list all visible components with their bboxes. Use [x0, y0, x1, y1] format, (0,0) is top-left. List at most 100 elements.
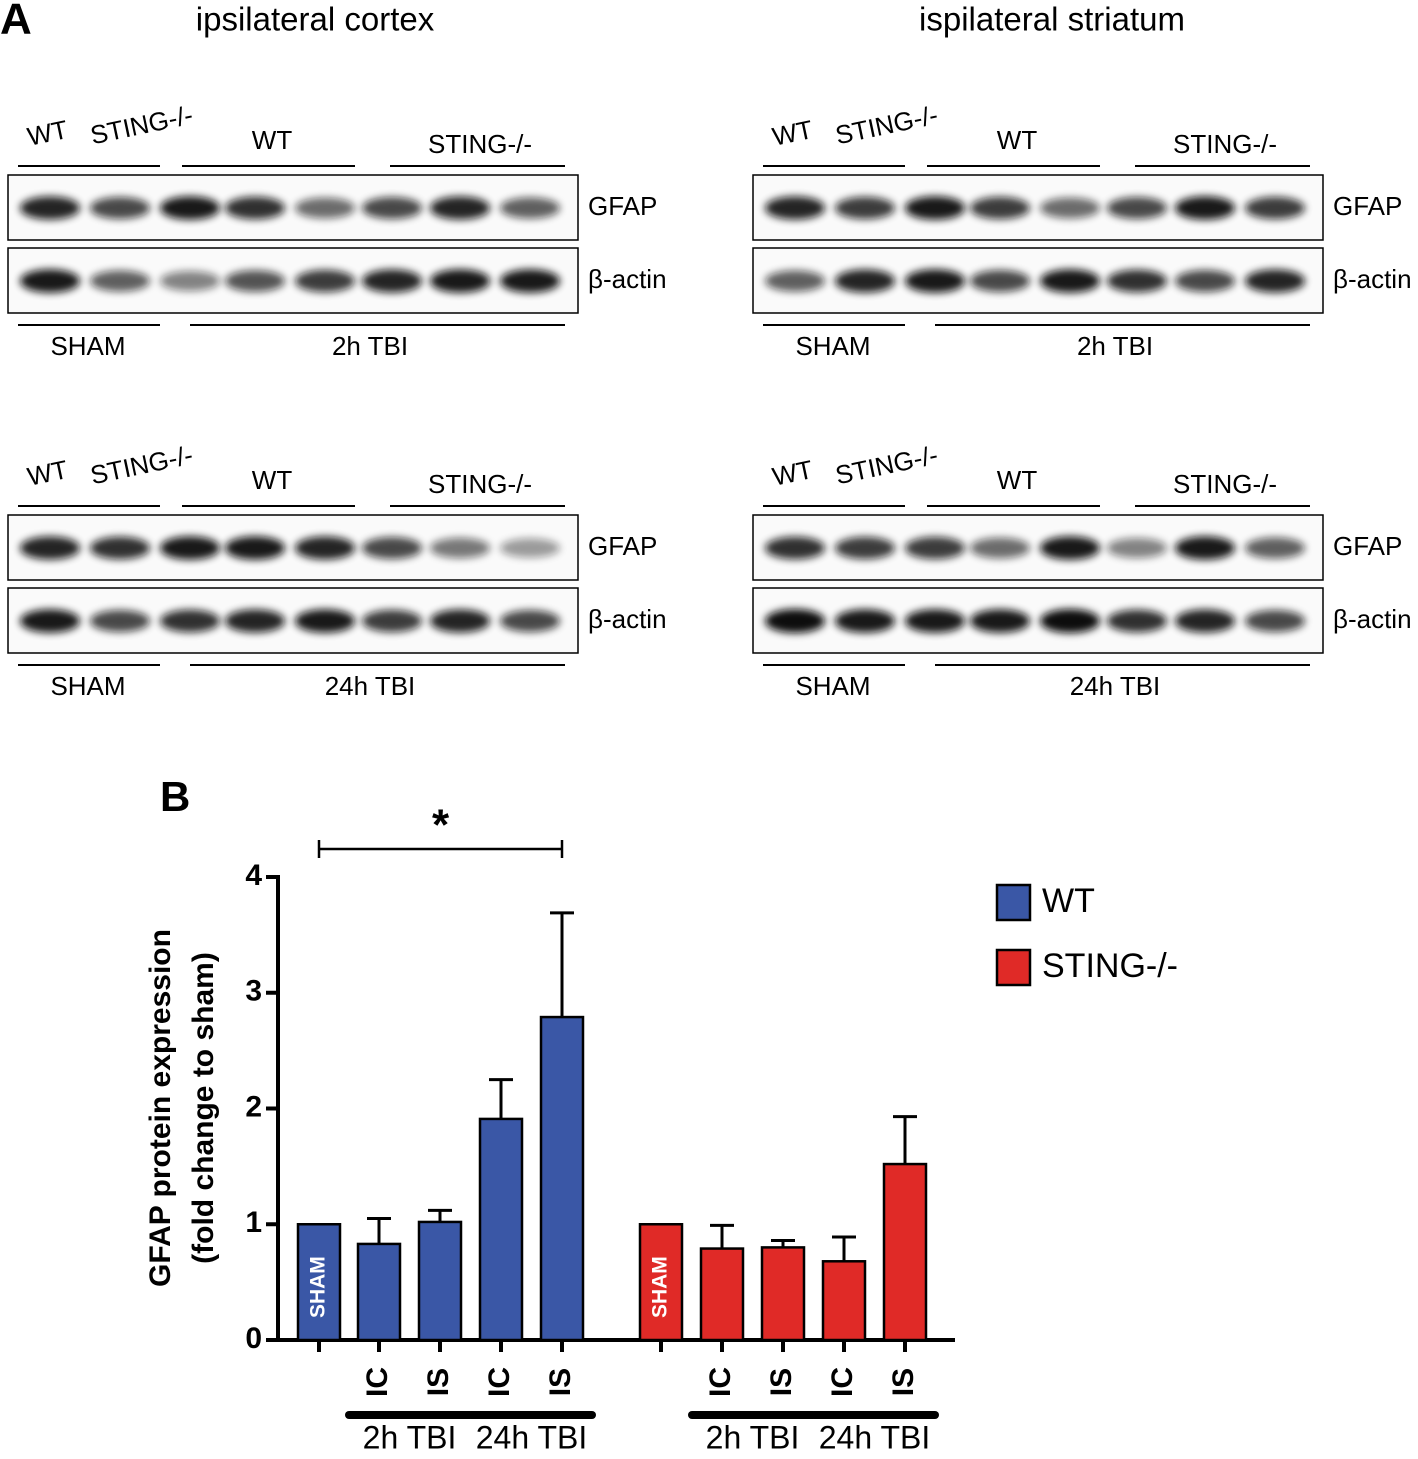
band: [1245, 196, 1305, 220]
bar: [760, 1246, 806, 1342]
band: [1040, 269, 1100, 293]
category-label: IS: [887, 1368, 920, 1396]
bar: [699, 1247, 745, 1342]
band: [835, 269, 895, 293]
genotype-label: WT: [997, 125, 1038, 155]
band: [20, 536, 80, 560]
band: [20, 196, 80, 220]
band: [905, 196, 965, 220]
band: [970, 196, 1030, 220]
genotype-label: WT: [770, 454, 816, 492]
condition-label: 24h TBI: [1070, 671, 1161, 701]
band: [970, 270, 1030, 292]
bar: [296, 1223, 342, 1342]
genotype-label: WT: [252, 125, 293, 155]
blot: WT STING-/- WT STING-/- GFAP β-actin SHAM 24h T…: [7, 439, 667, 701]
condition-label: 2h TBI: [332, 331, 408, 361]
genotype-label: STING-/-: [1173, 469, 1277, 499]
genotype-label: STING-/-: [428, 129, 532, 159]
band: [295, 609, 355, 633]
band: [1245, 610, 1305, 632]
y-tick-label: 1: [245, 1206, 262, 1239]
category-label: IC: [483, 1367, 516, 1397]
band: [970, 609, 1030, 633]
category-label: SHAM: [649, 1256, 672, 1318]
band: [160, 609, 220, 633]
category-label: IC: [704, 1367, 737, 1397]
band: [1107, 197, 1167, 219]
band: [430, 537, 490, 559]
band: [225, 270, 285, 292]
legend-label: STING-/-: [1042, 947, 1178, 985]
y-axis-label: (fold change to sham): [187, 952, 220, 1264]
band: [430, 196, 490, 220]
band: [90, 536, 150, 560]
column-title: ipsilateral cortex: [196, 1, 435, 38]
protein-label: GFAP: [1333, 191, 1402, 221]
band: [1107, 609, 1167, 633]
band: [90, 270, 150, 292]
category-label: IS: [422, 1368, 455, 1396]
band: [160, 271, 220, 291]
protein-label: β-actin: [1333, 264, 1412, 294]
bar: [478, 1117, 524, 1342]
band: [225, 536, 285, 560]
category-label: IC: [361, 1367, 394, 1397]
protein-label: β-actin: [1333, 604, 1412, 634]
genotype-label: STING-/-: [428, 469, 532, 499]
band: [295, 536, 355, 560]
genotype-label: WT: [25, 454, 71, 492]
protein-label: GFAP: [588, 191, 657, 221]
protein-label: β-actin: [588, 604, 667, 634]
band: [765, 270, 825, 292]
blot: WT STING-/- WT STING-/- GFAP β-actin SHAM 2h TB…: [752, 99, 1412, 361]
y-tick-label: 4: [245, 859, 262, 892]
protein-label: β-actin: [588, 264, 667, 294]
legend-label: WT: [1042, 882, 1095, 920]
legend-swatch: [995, 948, 1032, 987]
condition-label: 2h TBI: [1077, 331, 1153, 361]
genotype-label: WT: [252, 465, 293, 495]
band: [362, 537, 422, 559]
band: [835, 609, 895, 633]
band: [1175, 609, 1235, 633]
sig-annotation: *: [432, 801, 450, 850]
band: [362, 197, 422, 219]
category-label: IS: [765, 1368, 798, 1396]
band: [1040, 197, 1100, 219]
band: [500, 538, 560, 558]
band: [160, 536, 220, 560]
y-tick-label: 2: [245, 1090, 262, 1123]
y-tick-label: 3: [245, 975, 262, 1008]
band: [225, 196, 285, 220]
genotype-label: WT: [25, 114, 71, 152]
bar: [638, 1223, 684, 1342]
panel-label: B: [160, 773, 190, 820]
band: [1107, 269, 1167, 293]
band: [500, 269, 560, 293]
protein-label: GFAP: [588, 531, 657, 561]
band: [500, 610, 560, 632]
genotype-label: STING-/-: [88, 99, 196, 150]
condition-label: SHAM: [795, 671, 870, 701]
band: [90, 610, 150, 632]
y-axis-label: GFAP protein expression: [144, 929, 177, 1287]
genotype-label: STING-/-: [833, 439, 941, 490]
band: [430, 269, 490, 293]
band: [835, 196, 895, 220]
band: [20, 609, 80, 633]
band: [430, 609, 490, 633]
group-label: 2h TBI: [363, 1419, 457, 1455]
band: [362, 269, 422, 293]
bar: [356, 1242, 402, 1342]
band: [225, 609, 285, 633]
band: [905, 536, 965, 560]
band: [905, 269, 965, 293]
legend-swatch: [995, 883, 1032, 922]
band: [500, 197, 560, 219]
band: [765, 609, 825, 633]
blot: WT STING-/- WT STING-/- GFAP β-actin SHAM 24h T…: [752, 439, 1412, 701]
blot: WT STING-/- WT STING-/- GFAP β-actin SHAM 2h TB…: [7, 99, 667, 361]
band: [1175, 536, 1235, 560]
